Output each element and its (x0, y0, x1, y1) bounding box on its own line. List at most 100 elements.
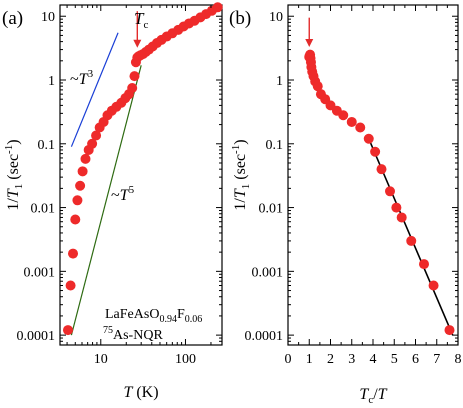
ylabel-a-unit: (sec (5, 154, 22, 184)
panel-b-xtick-label: 3 (348, 352, 355, 367)
xlabel-b-t2: T (378, 386, 388, 403)
panel-a-data-point (87, 138, 98, 149)
panel-b-data-points (304, 49, 455, 336)
annotation-t3: ~T3 (70, 68, 94, 88)
panel-a-ytick-label: 0.0001 (17, 329, 56, 344)
annotation-t5-t: T (120, 187, 130, 204)
panel-a-data-point (91, 130, 102, 141)
panel-b-tc-marker (305, 17, 314, 47)
annotation-t5-exp: 5 (129, 184, 135, 196)
panel-a-tc-label: Tc (134, 9, 148, 31)
annotation-t3-exp: 3 (88, 68, 94, 80)
panel-b-ytick-label: 0.01 (259, 202, 284, 217)
ylabel-a-t: T (5, 188, 22, 198)
panel-a-ytick-label: 0.1 (38, 138, 56, 153)
panel-a-data-point (129, 71, 140, 82)
annotation-t3-tilde: ~ (70, 71, 79, 88)
panel-b-data-point (419, 259, 429, 270)
panel-b-data-point (370, 146, 381, 157)
panel-a-data-point (80, 153, 91, 164)
xlabel-a-unit: (K) (132, 384, 158, 401)
nucleus-mass: 75 (103, 325, 113, 336)
panel-b-data-point (391, 202, 402, 213)
ylabel-a-close: ) (5, 139, 22, 144)
panel-a-data-point (70, 214, 81, 225)
panel-a-tc-marker (133, 11, 142, 48)
panel-a-tc-arrow-head (133, 39, 142, 48)
ylabel-b-t: T (232, 188, 249, 198)
ylabel-b-exp: -1 (230, 145, 242, 154)
ylabel-b-sub: 1 (240, 184, 252, 190)
panel-b-xtick-label: 2 (327, 352, 334, 367)
panel-a-ytick-label: 0.001 (24, 265, 56, 280)
annotation-t5: ~T5 (111, 184, 135, 204)
panel-b-ytick-label: 0.001 (252, 265, 284, 280)
panel-b-ytick-label: 0.0001 (245, 329, 284, 344)
panel-a-ytick-label: 0.01 (31, 202, 56, 217)
compound-f: F (177, 307, 185, 322)
xlabel-b-t: T (359, 386, 369, 403)
ylabel-b-1: 1/ (232, 198, 249, 211)
panel-a-ytick-label: 10 (41, 10, 55, 25)
xlabel-b-slash: / (373, 386, 378, 403)
panel-a-ylabel: 1/T1 (sec-1) (3, 139, 25, 210)
nucleus-name: As-NQR (113, 328, 163, 343)
ylabel-a-sub: 1 (13, 184, 25, 190)
panel-b-ytick-label: 1 (276, 74, 283, 89)
panel-b-ylabel: 1/T1 (sec-1) (230, 139, 252, 210)
panel-b-data-point (346, 116, 357, 127)
annotation-t3-t: T (79, 71, 89, 88)
panel-a-ytick-label: 1 (48, 74, 55, 89)
panel-b-data-point (396, 212, 407, 223)
ylabel-b-close: ) (232, 139, 249, 144)
panel-a-data-point (127, 82, 138, 93)
panel-a-guide-line (70, 65, 142, 336)
compound-sub-o: 0.94 (159, 314, 177, 325)
tc-label-sub: c (143, 19, 148, 31)
xlabel-a-t: T (123, 384, 133, 401)
panel-b-xtick-label: 8 (455, 352, 462, 367)
panel-b-data-point (406, 235, 417, 246)
compound-base: LaFeAsO (105, 307, 159, 322)
panel-a-data-point (65, 280, 76, 291)
panel-a-data-point (72, 195, 83, 206)
panel-b-xtick-label: 7 (433, 352, 440, 367)
panel-a-data-point (62, 325, 73, 336)
panel-a-xtick-label: 100 (175, 352, 196, 367)
panel-a-data-point (75, 180, 86, 191)
panel-b-xtick-label: 5 (391, 352, 398, 367)
panel-b-data-point (385, 186, 395, 197)
panel-a-ticks: 0.0001 0.001 0.01 0.1 1 10 10 100 (17, 5, 222, 367)
annotation-nucleus: 75As-NQR (103, 325, 163, 343)
panel-b-xtick-label: 4 (370, 352, 377, 367)
panel-a-data-points (62, 2, 223, 336)
ylabel-b-unit: (sec (232, 154, 249, 184)
xlabel-b-sub: c (368, 394, 373, 406)
panel-b-data-point (355, 122, 366, 133)
panel-b-xlabel: Tc/T (359, 386, 387, 406)
annotation-t5-tilde: ~ (111, 187, 120, 204)
panel-b-data-point (363, 133, 374, 144)
ylabel-a-1: 1/ (5, 198, 22, 211)
panel-a-data-point (212, 2, 223, 13)
panel-b-data-point (312, 81, 323, 92)
panel-a-xlabel: T (K) (123, 384, 158, 401)
panel-b-ytick-label: 10 (269, 10, 283, 25)
panel-b-xtick-label: 1 (306, 352, 313, 367)
tc-label-t: T (134, 9, 145, 28)
panel-a-data-point (77, 166, 88, 177)
panel-b-data-point (428, 280, 439, 291)
panel-a-guide-lines (70, 32, 142, 336)
annotation-compound: LaFeAsO0.94F0.06 (105, 307, 202, 325)
panel-b-data-point (444, 325, 455, 336)
panel-b-xtick-label: 0 (285, 352, 292, 367)
panel-a-data-point (68, 248, 79, 259)
panel-b-data-point (338, 110, 349, 121)
panel-b-ytick-label: 0.1 (266, 138, 284, 153)
ylabel-a-exp: -1 (3, 145, 15, 154)
panel-b-label: (b) (229, 8, 251, 29)
